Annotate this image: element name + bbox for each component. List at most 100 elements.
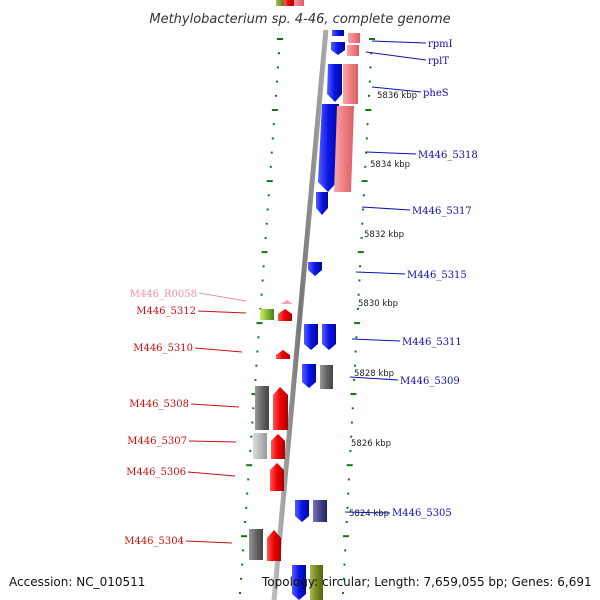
scale-labels: 5836 kbp 5834 kbp 5832 kbp 5830 kbp 5828… [349, 91, 417, 519]
gene-label-m446-5308[interactable]: M446_5308 [129, 399, 189, 410]
gene-feature-bottom-olive[interactable] [310, 565, 323, 600]
gene-m446-5315-arrow[interactable] [308, 262, 322, 276]
gene-feature-gray[interactable] [249, 529, 263, 560]
gene-m446-5317-arrow[interactable] [316, 192, 328, 215]
gene-m446-5310-arrow[interactable] [276, 350, 290, 359]
map-title: Methylobacterium sp. 4-46, complete geno… [149, 12, 450, 27]
rna-feature[interactable] [334, 106, 354, 192]
tick-mark [359, 265, 362, 268]
gene-feature-lightgray[interactable] [253, 433, 267, 459]
tick-mark [343, 563, 346, 566]
gene-feature-green[interactable] [260, 309, 274, 320]
trna-m446-r0058-arrow[interactable] [281, 300, 293, 304]
gene-feature-top-olive[interactable] [276, 0, 288, 6]
gene-label-rpmi[interactable]: rpmI [428, 39, 453, 50]
tick-mark [277, 38, 283, 40]
tick-mark [276, 66, 279, 69]
rna-feature[interactable] [343, 64, 358, 104]
tick-mark [354, 350, 357, 353]
gene-label-phes[interactable]: pheS [423, 88, 449, 99]
gene-m446-5311b-arrow[interactable] [322, 324, 336, 350]
gene-label-m446-5317[interactable]: M446_5317 [412, 206, 472, 217]
gene-feature-gray[interactable] [320, 365, 333, 389]
gene-label-m446-5312[interactable]: M446_5312 [136, 306, 196, 317]
gene-label-m446-5318[interactable]: M446_5318 [418, 150, 478, 161]
tick-mark [267, 194, 270, 197]
tick-mark [360, 236, 363, 239]
tick-mark [266, 180, 273, 183]
tick-mark [256, 322, 263, 325]
tick-mark [364, 165, 367, 168]
tick-mark [346, 464, 353, 467]
tick-mark [251, 421, 254, 424]
tick-mark [265, 222, 268, 225]
gene-label-m446-5304[interactable]: M446_5304 [124, 536, 184, 547]
tick-mark [274, 94, 277, 97]
tick-mark [361, 222, 364, 225]
tick-mark [351, 407, 354, 410]
gene-feature-top-pink[interactable] [292, 0, 304, 6]
tick-mark [255, 364, 258, 367]
gene-label-m446-5305[interactable]: M446_5305 [392, 508, 452, 519]
reverse-strand-features [249, 300, 293, 561]
gene-label-m446-r0058[interactable]: M446_R0058 [130, 289, 197, 300]
tick-mark [275, 80, 278, 83]
gene-label-m446-5306[interactable]: M446_5306 [126, 467, 186, 478]
gene-m446-5307-arrow[interactable] [271, 434, 285, 459]
right-leader-lines [344, 40, 427, 514]
tick-mark [343, 535, 349, 538]
gene-m446-5306-arrow[interactable] [270, 463, 284, 491]
tick-mark [342, 577, 345, 580]
gene-m446-5311-arrow[interactable] [304, 324, 318, 350]
gene-rplt-arrow[interactable] [331, 42, 345, 55]
tick-mark [264, 236, 267, 239]
gene-label-m446-5309[interactable]: M446_5309 [400, 376, 460, 387]
gene-label-m446-5315[interactable]: M446_5315 [407, 270, 467, 281]
tick-mark [357, 293, 360, 296]
tick-mark [362, 208, 365, 211]
tick-mark [346, 506, 349, 509]
gene-phes-arrow[interactable] [327, 64, 342, 102]
gene-feature-bottom-blue[interactable] [292, 565, 306, 600]
gene-rpmi-arrow[interactable] [332, 30, 344, 36]
tick-mark [342, 592, 344, 594]
tick-mark [369, 66, 372, 69]
tick-mark [347, 492, 350, 495]
forward-strand-features [292, 30, 360, 600]
gene-label-m446-5307[interactable]: M446_5307 [127, 436, 187, 447]
gene-feature-top-red[interactable] [284, 0, 294, 6]
tick-mark [272, 123, 275, 126]
gene-label-m446-5310[interactable]: M446_5310 [133, 343, 193, 354]
tick-mark [278, 52, 280, 55]
gene-m446-5308-arrow[interactable] [273, 387, 288, 430]
gene-label-rplt[interactable]: rplT [428, 56, 449, 67]
tick-mark [241, 535, 248, 538]
rna-feature[interactable] [348, 33, 360, 43]
left-leader-lines [185, 292, 247, 544]
tick-mark [246, 464, 253, 467]
tick-mark [261, 251, 268, 254]
rna-feature[interactable] [347, 45, 359, 56]
tick-mark [247, 478, 250, 481]
scale-label: 5830 kbp [358, 299, 398, 309]
gene-m446-5309-arrow[interactable] [302, 364, 316, 388]
gene-m446-5305-arrow[interactable] [295, 500, 309, 522]
tick-mark [270, 151, 273, 154]
gene-feature-slate[interactable] [313, 500, 327, 522]
gene-m446-5312-arrow[interactable] [278, 309, 292, 321]
gene-m446-5318-arrow[interactable] [318, 104, 339, 192]
tick-mark [350, 393, 357, 396]
topology-text: Topology: circular; Length: 7,659,055 bp… [261, 575, 592, 589]
tick-mark [271, 109, 278, 111]
gene-feature-gray[interactable] [255, 386, 269, 430]
scale-label: 5836 kbp [377, 91, 417, 101]
tick-mark [345, 521, 348, 523]
gene-label-m446-5311[interactable]: M446_5311 [402, 337, 462, 348]
tick-mark [353, 378, 356, 381]
tick-mark [256, 350, 259, 353]
gene-m446-5304-arrow[interactable] [267, 530, 281, 561]
tick-mark [249, 449, 252, 452]
tick-mark [252, 407, 255, 410]
